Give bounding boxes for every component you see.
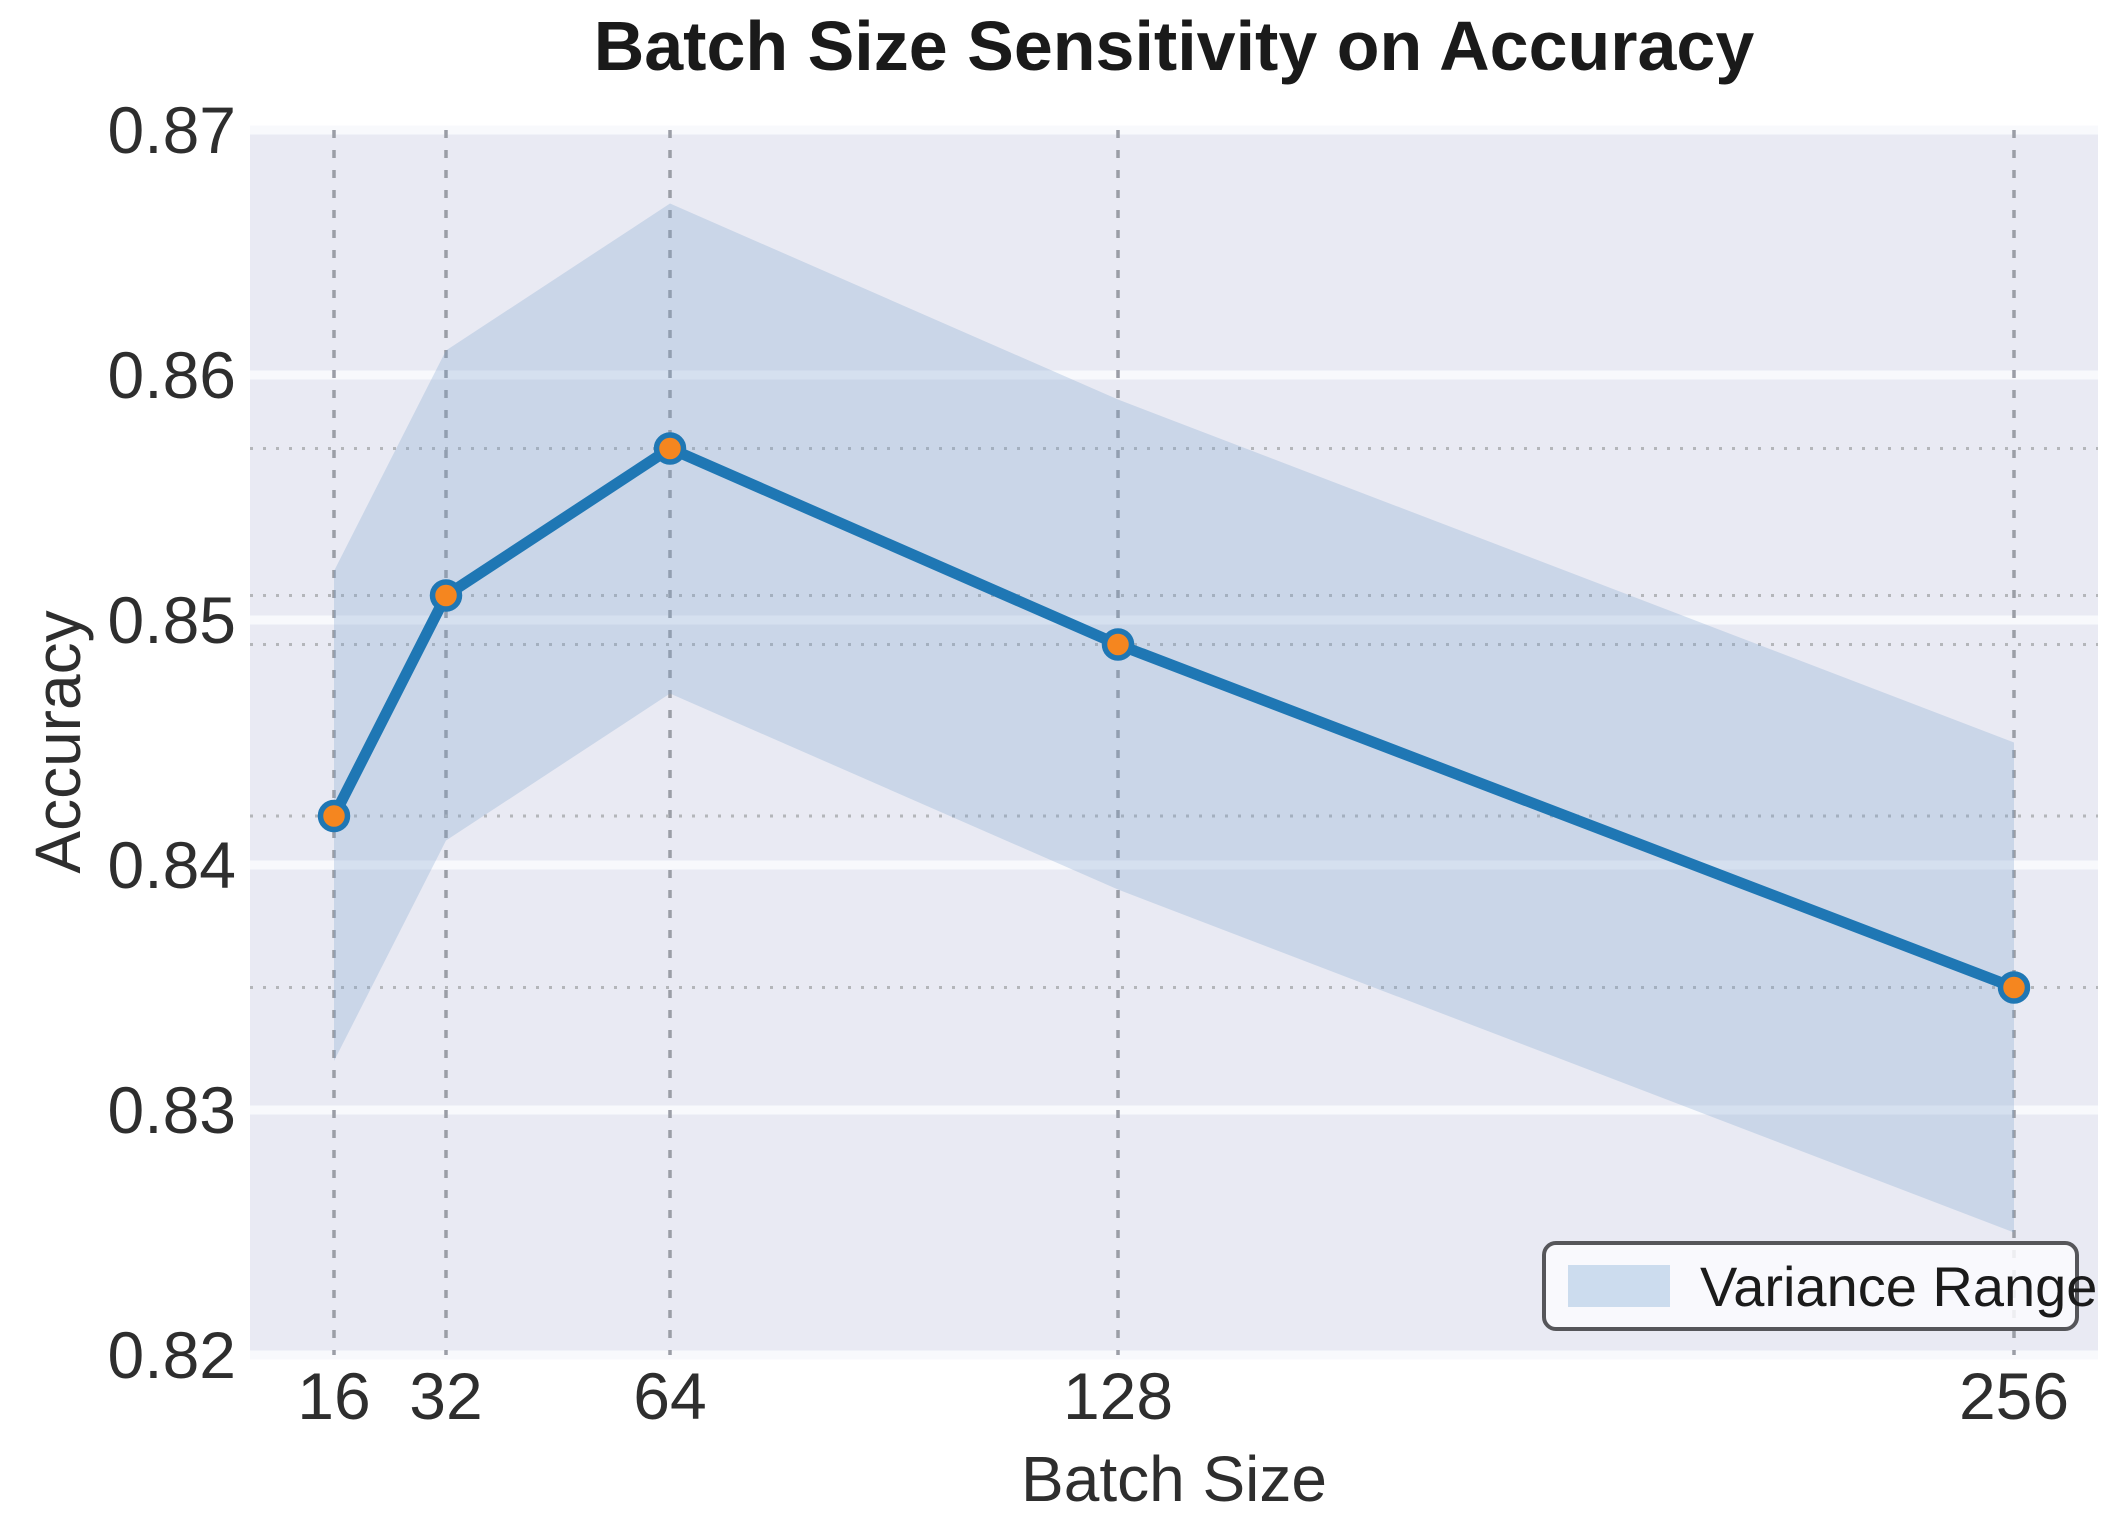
data-point-marker <box>653 432 687 465</box>
x-axis-label: Batch Size <box>1021 1443 1327 1515</box>
y-tick-label: 0.87 <box>108 93 236 167</box>
chart-title: Batch Size Sensitivity on Accuracy <box>593 7 1755 85</box>
y-tick-label: 0.82 <box>108 1318 236 1392</box>
data-point-marker <box>1101 628 1135 661</box>
data-point-marker <box>317 799 351 833</box>
x-tick-label: 32 <box>409 1359 482 1433</box>
x-tick-label: 128 <box>1063 1359 1173 1433</box>
legend-label-variance-range: Variance Range <box>1700 1254 2098 1318</box>
plot-background <box>250 130 2098 1355</box>
legend-swatch-variance-range <box>1568 1265 1670 1307</box>
legend: Variance Range <box>1542 1241 2097 1331</box>
y-tick-label: 0.84 <box>108 828 236 902</box>
x-tick-label: 16 <box>297 1359 370 1433</box>
y-tick-label: 0.86 <box>108 338 236 412</box>
y-axis-label: Accuracy <box>22 610 94 874</box>
data-point-marker <box>429 579 463 612</box>
data-point-marker <box>1997 971 2031 1004</box>
y-tick-label: 0.85 <box>108 583 236 657</box>
x-tick-label: 256 <box>1959 1359 2069 1433</box>
variance-band <box>334 203 2014 1233</box>
x-tick-label: 64 <box>633 1359 706 1433</box>
y-tick-label: 0.83 <box>108 1073 236 1147</box>
